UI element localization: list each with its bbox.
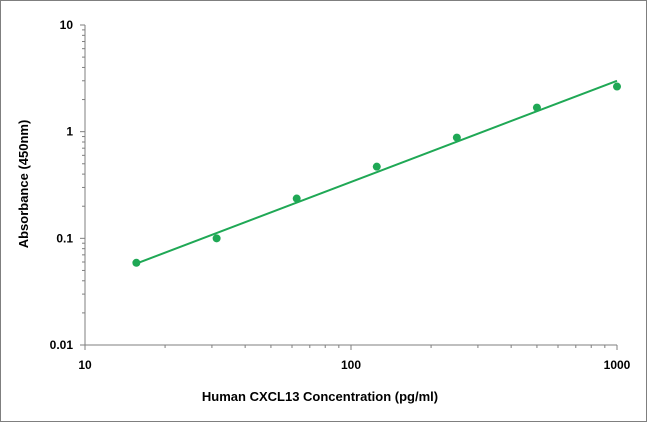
y-tick-label: 0.01 <box>50 338 74 352</box>
y-tick-label: 1 <box>66 125 73 139</box>
data-point <box>452 133 461 142</box>
y-tick-label: 0.1 <box>56 231 73 245</box>
x-tick-label: 1000 <box>604 358 631 372</box>
data-point <box>292 194 301 203</box>
axes: 0.01 0.1 1 10 10 100 1000 <box>50 18 631 372</box>
data-point <box>132 258 141 267</box>
data-point <box>532 103 541 112</box>
fit-line-group <box>136 79 618 265</box>
fit-line <box>136 79 618 265</box>
x-axis-title: Human CXCL13 Concentration (pg/ml) <box>202 389 438 404</box>
data-points <box>132 82 621 267</box>
x-tick-label: 100 <box>341 358 361 372</box>
y-axis-title: Absorbance (450nm) <box>16 120 31 249</box>
data-point <box>372 162 381 171</box>
x-tick-label: 10 <box>78 358 92 372</box>
data-point <box>613 82 621 91</box>
y-tick-label: 10 <box>60 18 74 32</box>
data-point <box>212 234 221 243</box>
